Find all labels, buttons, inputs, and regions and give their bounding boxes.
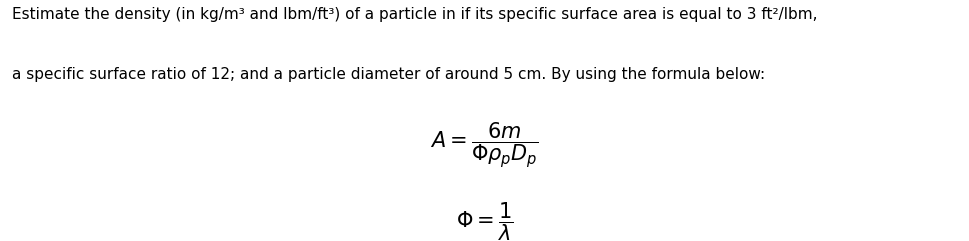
Text: $A = \dfrac{6m}{\Phi\rho_p D_p}$: $A = \dfrac{6m}{\Phi\rho_p D_p}$ [430,120,539,170]
Text: $\Phi = \dfrac{1}{\lambda}$: $\Phi = \dfrac{1}{\lambda}$ [455,200,514,241]
Text: a specific surface ratio of 12; and a particle diameter of around 5 cm. By using: a specific surface ratio of 12; and a pa… [12,67,765,82]
Text: Estimate the density (in kg/m³ and lbm/ft³) of a particle in if its specific sur: Estimate the density (in kg/m³ and lbm/f… [12,7,817,22]
